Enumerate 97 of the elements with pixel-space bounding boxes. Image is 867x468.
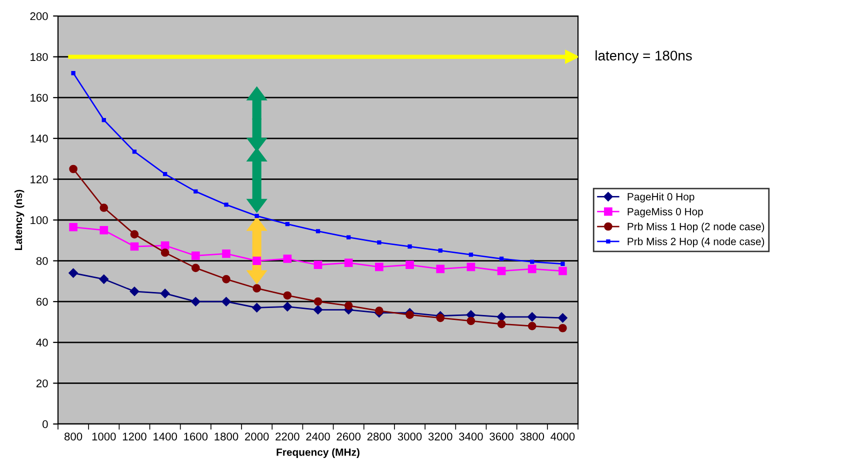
point — [530, 260, 534, 264]
point — [100, 204, 108, 212]
x-tick-label: 3600 — [490, 432, 514, 440]
point — [314, 297, 322, 306]
y-tick-label: 120 — [30, 175, 48, 184]
point — [499, 256, 504, 261]
legend-label: PageHit 0 Hop — [628, 192, 694, 202]
point — [252, 284, 261, 293]
point — [282, 302, 292, 312]
point — [283, 291, 292, 300]
legend-label: PageMiss 0 Hop — [628, 208, 703, 218]
legend-label: Prb Miss 1 Hop (2 node case) — [628, 222, 764, 232]
x-tick-label: 2800 — [367, 432, 392, 440]
x-tick-label: 2000 — [245, 432, 269, 440]
y-tick-label: 200 — [30, 12, 48, 20]
point — [497, 266, 506, 276]
point — [283, 254, 292, 263]
point — [558, 266, 567, 276]
point — [528, 322, 536, 330]
y-tick-label: 20 — [36, 379, 48, 388]
x-tick-label: 3000 — [398, 432, 422, 440]
point — [100, 226, 108, 234]
point — [130, 230, 139, 238]
point — [406, 310, 414, 320]
x-tick-label: 2200 — [276, 432, 300, 440]
point — [252, 256, 261, 265]
x-tick-label: 3400 — [459, 432, 483, 440]
x-axis-title: Frequency (MHz) — [276, 448, 360, 458]
point — [69, 222, 78, 232]
x-tick-label: 1600 — [184, 432, 208, 440]
point — [224, 202, 228, 207]
point — [132, 150, 137, 154]
point — [68, 268, 78, 278]
point — [313, 305, 323, 314]
y-tick-label: 80 — [36, 257, 48, 265]
point — [130, 286, 140, 296]
y-tick-label: 140 — [30, 134, 48, 143]
point — [344, 258, 353, 268]
point — [71, 71, 76, 76]
point — [466, 316, 476, 326]
y-tick-label: 100 — [30, 216, 48, 224]
point — [194, 189, 198, 194]
point — [314, 260, 322, 270]
point — [191, 252, 200, 260]
point — [252, 303, 262, 312]
x-tick-label: 1800 — [214, 432, 238, 440]
point — [191, 264, 200, 272]
point — [160, 288, 170, 298]
point — [497, 320, 506, 328]
point — [344, 302, 353, 310]
point — [346, 235, 351, 240]
x-tick-label: 3800 — [520, 432, 544, 440]
x-tick-label: 2400 — [306, 432, 330, 440]
point — [285, 222, 290, 226]
point — [558, 324, 567, 332]
x-tick-label: 4000 — [550, 432, 575, 440]
point — [222, 274, 230, 284]
point — [528, 264, 536, 274]
point — [191, 296, 200, 306]
point — [436, 264, 445, 274]
point — [69, 164, 78, 174]
y-tick-label: 180 — [30, 53, 48, 61]
point — [222, 296, 231, 306]
ref-line-label: latency = 180ns — [596, 50, 692, 64]
x-tick-label: 3200 — [428, 432, 452, 440]
point — [375, 306, 384, 315]
point — [99, 274, 109, 284]
point — [468, 252, 474, 257]
point — [466, 262, 476, 272]
point — [375, 262, 384, 272]
x-tick-label: 1400 — [154, 432, 177, 440]
point — [222, 249, 230, 258]
x-tick-label: 1200 — [122, 432, 146, 440]
point — [316, 229, 320, 234]
y-tick-label: 160 — [30, 94, 48, 102]
point — [496, 312, 506, 322]
point — [102, 118, 106, 122]
y-tick-label: 0 — [42, 420, 48, 428]
y-tick-label: 60 — [36, 298, 48, 306]
y-axis-title: Latency (ns) — [14, 190, 24, 250]
point — [406, 260, 414, 270]
y-tick-label: 40 — [36, 338, 48, 347]
x-tick-label: 1000 — [92, 432, 116, 440]
point — [254, 214, 259, 218]
point — [558, 313, 568, 323]
x-tick-label: 800 — [64, 432, 82, 440]
x-tick-label: 2600 — [336, 432, 361, 440]
legend-label: Prb Miss 2 Hop (4 node case) — [628, 238, 764, 248]
point — [436, 314, 445, 322]
point — [438, 248, 442, 253]
point — [130, 242, 139, 251]
point — [377, 240, 382, 245]
point — [162, 172, 168, 176]
point — [527, 312, 537, 322]
point — [160, 248, 170, 257]
point — [560, 262, 565, 266]
point — [408, 244, 412, 249]
